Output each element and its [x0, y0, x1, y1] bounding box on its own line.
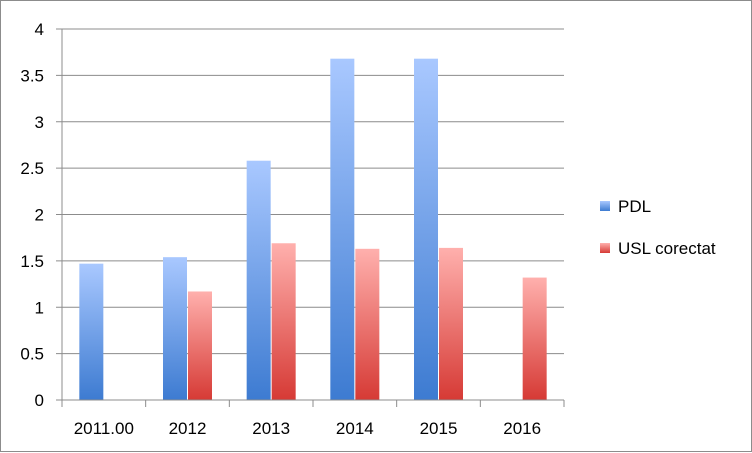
legend: PDL USL corectat [600, 197, 716, 258]
legend-swatch-pdl [600, 201, 610, 211]
bar-pdl-2014 [330, 58, 355, 401]
bar-usl-2012 [188, 291, 212, 400]
x-tick-label: 2011.00 [74, 419, 134, 438]
bar-pdl-2013 [246, 160, 271, 400]
x-tick-label: 2014 [336, 419, 374, 438]
bar-usl-2013 [271, 243, 296, 400]
legend-swatch-usl [600, 243, 610, 253]
y-tick-label: 3.5 [20, 66, 44, 85]
y-tick-label: 0.5 [20, 345, 44, 364]
x-axis [61, 399, 565, 407]
y-tick-label: 1.5 [20, 252, 44, 271]
y-tick-label: 1 [35, 298, 44, 317]
bar-usl-2015 [439, 247, 463, 400]
bar-usl-2016 [522, 277, 547, 400]
y-tick-label: 4 [35, 20, 44, 39]
y-tick-label: 2 [35, 206, 44, 225]
x-axis-ticks: 2011.00 2012 2013 2014 2015 2016 [74, 419, 541, 438]
x-tick-label: 2013 [252, 419, 290, 438]
legend-label-usl: USL corectat [618, 239, 716, 258]
y-tick-label: 0 [35, 391, 44, 410]
bar-pdl-2012 [163, 257, 187, 400]
gridlines [61, 28, 564, 400]
y-axis-ticks: 0 0.5 1 1.5 2 2.5 3 3.5 4 [20, 20, 62, 410]
x-tick-label: 2016 [503, 419, 541, 438]
bar-pdl-2011.00 [79, 263, 104, 400]
x-tick-label: 2015 [420, 419, 458, 438]
y-tick-label: 2.5 [20, 159, 44, 178]
bar-pdl-2015 [414, 58, 438, 401]
x-tick-label: 2012 [169, 419, 207, 438]
bar-usl-2014 [355, 248, 380, 400]
y-tick-label: 3 [35, 113, 44, 132]
bars [79, 58, 547, 401]
legend-label-pdl: PDL [618, 197, 651, 216]
